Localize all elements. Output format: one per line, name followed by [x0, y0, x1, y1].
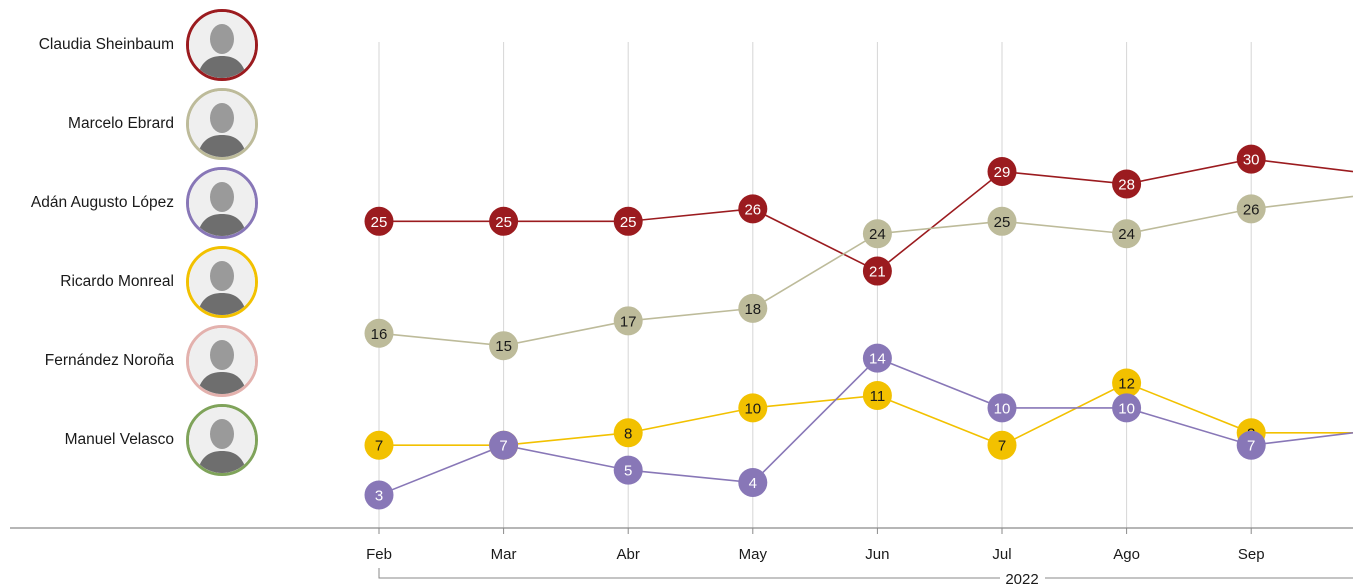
data-point	[987, 430, 1017, 460]
data-point	[489, 430, 519, 460]
data-label: 26	[1243, 201, 1260, 218]
data-point	[862, 380, 892, 410]
legend-item-fernandez-norona: Fernández Noroña	[0, 325, 262, 397]
data-point	[862, 256, 892, 286]
data-point	[987, 206, 1017, 236]
legend-item-manuel-velasco: Manuel Velasco	[0, 404, 262, 476]
legend-label: Ricardo Monreal	[60, 273, 174, 290]
legend-item-claudia-sheinbaum: Claudia Sheinbaum	[0, 9, 262, 81]
data-point	[613, 206, 643, 236]
data-label: 7	[375, 438, 383, 455]
data-label: 28	[1118, 176, 1135, 193]
legend-label: Adán Augusto López	[30, 194, 174, 211]
legend-label: Fernández Noroña	[44, 352, 174, 369]
legend-item-marcelo-ebrard: Marcelo Ebrard	[0, 88, 262, 160]
data-label: 25	[994, 214, 1011, 231]
data-point	[1112, 368, 1142, 398]
data-label: 30	[1243, 152, 1260, 169]
data-label: 25	[620, 214, 637, 231]
data-label: 25	[495, 214, 512, 231]
legend-label: Claudia Sheinbaum	[38, 36, 174, 53]
legend-item-adan-augusto-lopez: Adán Augusto López	[0, 167, 262, 239]
data-label: 16	[371, 326, 388, 343]
data-label: 7	[499, 438, 507, 455]
data-label: 21	[869, 264, 886, 281]
data-point	[1112, 169, 1142, 199]
data-label: 8	[624, 425, 632, 442]
data-point	[738, 393, 768, 423]
data-label: 10	[994, 400, 1011, 417]
data-label: 18	[744, 301, 761, 318]
year-label: 2022	[1005, 571, 1038, 588]
data-point	[1112, 393, 1142, 423]
data-label: 29	[994, 164, 1011, 181]
x-tick-label: Ago	[1113, 546, 1140, 563]
legend-label: Marcelo Ebrard	[68, 115, 174, 132]
data-label: 7	[998, 438, 1006, 455]
data-label: 25	[371, 214, 388, 231]
data-point	[489, 331, 519, 361]
data-point	[489, 206, 519, 236]
x-tick-label: Jun	[865, 546, 889, 563]
data-label: 4	[749, 475, 757, 492]
x-tick-label: May	[739, 546, 768, 563]
data-point	[364, 480, 394, 510]
data-point	[1236, 194, 1266, 224]
data-label: 10	[744, 400, 761, 417]
data-label: 3	[375, 487, 383, 504]
data-point	[364, 318, 394, 348]
data-label: 10	[1118, 400, 1135, 417]
year-bracket-left	[378, 568, 1000, 579]
data-point	[862, 219, 892, 249]
data-point	[738, 468, 768, 498]
avatar	[186, 246, 258, 318]
series-line	[379, 158, 1353, 273]
avatar	[186, 325, 258, 397]
legend-label: Manuel Velasco	[64, 431, 174, 448]
data-point	[738, 293, 768, 323]
data-point	[1112, 219, 1142, 249]
avatar	[186, 88, 258, 160]
x-tick-label: Jul	[992, 546, 1011, 563]
data-point	[1236, 430, 1266, 460]
data-point	[738, 194, 768, 224]
data-point	[862, 343, 892, 373]
candidate-legend: Claudia Sheinbaum Marcelo Ebrard Adán Au…	[0, 0, 270, 480]
data-point	[1236, 144, 1266, 174]
data-point	[613, 306, 643, 336]
data-label: 7	[1247, 438, 1255, 455]
data-label: 11	[870, 388, 886, 405]
data-label: 17	[620, 313, 637, 330]
data-label: 5	[624, 463, 632, 480]
legend-item-ricardo-monreal: Ricardo Monreal	[0, 246, 262, 318]
data-point	[987, 157, 1017, 187]
data-label: 12	[1118, 376, 1135, 393]
x-tick-label: Feb	[366, 546, 392, 563]
avatar	[186, 404, 258, 476]
avatar	[186, 9, 258, 81]
data-label: 24	[1118, 226, 1135, 243]
x-tick-label: Mar	[491, 546, 517, 563]
data-point	[613, 418, 643, 448]
data-point	[613, 455, 643, 485]
x-tick-label: Abr	[617, 546, 640, 563]
x-tick-label: Sep	[1238, 546, 1265, 563]
data-label: 14	[869, 351, 886, 368]
data-point	[364, 430, 394, 460]
data-label: 26	[744, 201, 761, 218]
data-label: 24	[869, 226, 886, 243]
data-label: 15	[495, 338, 512, 355]
data-point	[987, 393, 1017, 423]
data-point	[364, 206, 394, 236]
avatar	[186, 167, 258, 239]
series-line	[378, 357, 1353, 496]
